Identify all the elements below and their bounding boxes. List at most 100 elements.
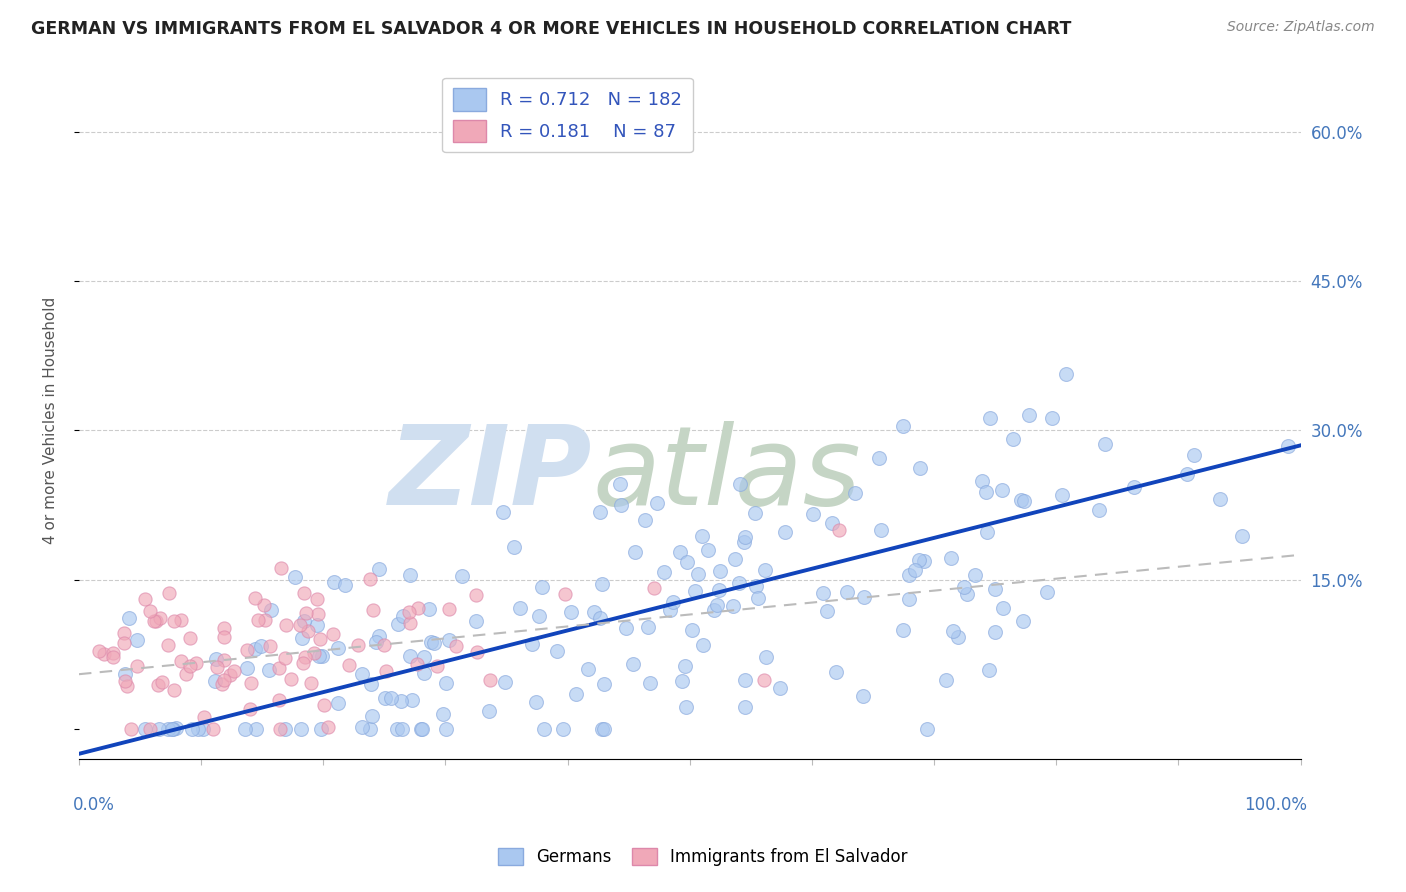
Point	[979, 411, 1001, 425]
Point	[193, 710, 215, 724]
Point	[707, 582, 730, 597]
Point	[211, 677, 233, 691]
Point	[326, 696, 349, 710]
Point	[811, 586, 834, 600]
Point	[891, 418, 914, 433]
Point	[291, 632, 314, 646]
Point	[411, 722, 433, 736]
Point	[311, 648, 333, 663]
Point	[179, 659, 201, 673]
Point	[367, 562, 389, 576]
Point	[385, 722, 408, 736]
Point	[157, 586, 180, 600]
Point	[101, 646, 124, 660]
Point	[1094, 437, 1116, 451]
Point	[734, 673, 756, 687]
Point	[744, 506, 766, 520]
Point	[250, 639, 273, 653]
Point	[681, 623, 703, 637]
Point	[112, 636, 135, 650]
Point	[260, 603, 283, 617]
Point	[150, 675, 173, 690]
Point	[214, 630, 236, 644]
Point	[160, 722, 183, 736]
Point	[309, 722, 332, 736]
Point	[139, 604, 162, 618]
Point	[212, 652, 235, 666]
Point	[398, 648, 420, 663]
Point	[305, 618, 328, 632]
Point	[439, 632, 461, 647]
Point	[149, 611, 172, 625]
Point	[405, 657, 427, 672]
Point	[413, 649, 436, 664]
Legend: Germans, Immigrants from El Salvador: Germans, Immigrants from El Salvador	[492, 841, 914, 873]
Point	[304, 646, 326, 660]
Point	[432, 706, 454, 721]
Point	[257, 663, 280, 677]
Point	[637, 620, 659, 634]
Point	[1035, 584, 1057, 599]
Point	[120, 722, 142, 736]
Point	[292, 615, 315, 629]
Point	[870, 523, 893, 537]
Point	[703, 603, 725, 617]
Point	[284, 570, 307, 584]
Point	[633, 513, 655, 527]
Point	[333, 578, 356, 592]
Point	[292, 656, 315, 670]
Point	[373, 638, 395, 652]
Point	[730, 477, 752, 491]
Point	[591, 576, 613, 591]
Point	[1175, 467, 1198, 482]
Point	[366, 635, 388, 649]
Point	[696, 543, 718, 558]
Point	[389, 694, 412, 708]
Point	[270, 561, 292, 575]
Point	[418, 601, 440, 615]
Point	[821, 516, 844, 530]
Point	[844, 486, 866, 500]
Y-axis label: 4 or more Vehicles in Household: 4 or more Vehicles in Household	[44, 297, 58, 544]
Point	[292, 586, 315, 600]
Point	[243, 641, 266, 656]
Point	[391, 722, 413, 736]
Point	[706, 598, 728, 612]
Point	[222, 664, 245, 678]
Point	[145, 614, 167, 628]
Point	[118, 611, 141, 625]
Point	[239, 702, 262, 716]
Point	[533, 722, 555, 736]
Point	[520, 637, 543, 651]
Point	[734, 531, 756, 545]
Point	[156, 722, 179, 736]
Point	[235, 661, 257, 675]
Point	[246, 613, 269, 627]
Point	[146, 677, 169, 691]
Point	[205, 659, 228, 673]
Point	[984, 582, 1007, 596]
Point	[1002, 432, 1025, 446]
Point	[891, 624, 914, 638]
Point	[527, 609, 550, 624]
Point	[294, 606, 316, 620]
Point	[494, 675, 516, 690]
Point	[661, 595, 683, 609]
Point	[690, 529, 713, 543]
Point	[212, 673, 235, 687]
Point	[419, 635, 441, 649]
Point	[375, 664, 398, 678]
Point	[148, 722, 170, 736]
Text: Source: ZipAtlas.com: Source: ZipAtlas.com	[1227, 20, 1375, 34]
Point	[368, 630, 391, 644]
Point	[1054, 368, 1077, 382]
Point	[380, 691, 402, 706]
Point	[898, 591, 921, 606]
Point	[589, 505, 612, 519]
Point	[269, 660, 291, 674]
Point	[554, 587, 576, 601]
Point	[139, 722, 162, 736]
Point	[253, 598, 276, 612]
Point	[179, 631, 201, 645]
Point	[910, 460, 932, 475]
